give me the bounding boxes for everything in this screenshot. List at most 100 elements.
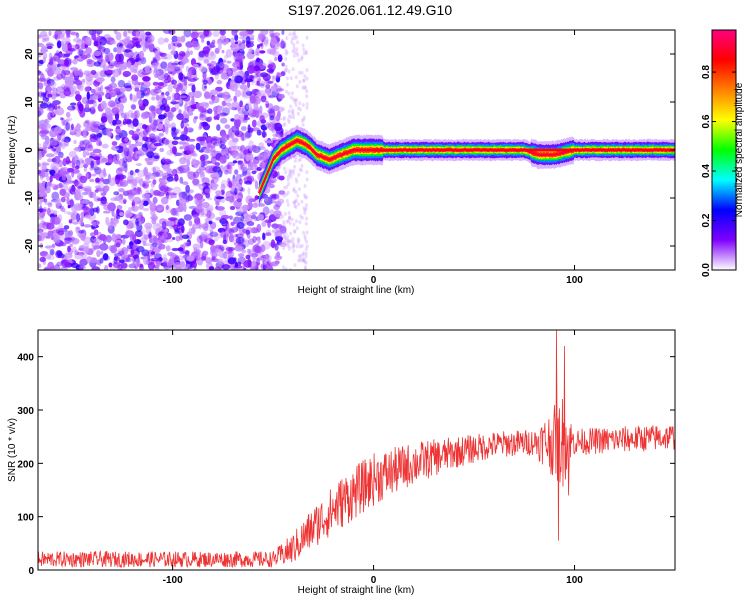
noise-cell	[303, 265, 307, 270]
noise-cell	[305, 239, 308, 244]
noise-cell	[296, 111, 300, 116]
noise-cell	[292, 46, 296, 51]
noise-cell	[223, 251, 228, 260]
noise-cell	[46, 42, 53, 46]
noise-cell	[92, 207, 99, 213]
noise-cell	[234, 130, 244, 138]
noise-cell	[214, 266, 222, 270]
noise-cell	[291, 67, 295, 72]
noise-cell	[167, 251, 174, 257]
noise-cell	[175, 87, 180, 94]
noise-cell	[186, 263, 191, 268]
noise-cell	[56, 73, 64, 80]
noise-cell	[77, 101, 82, 109]
noise-cell	[108, 262, 113, 268]
noise-cell	[85, 102, 90, 111]
snr-x-tick-label: 0	[371, 575, 377, 586]
noise-cell	[267, 109, 275, 114]
noise-cell	[303, 74, 307, 79]
noise-cell	[248, 213, 255, 218]
noise-cell	[151, 217, 157, 225]
noise-cell	[187, 78, 197, 82]
snr-y-tick-label: 100	[17, 513, 34, 524]
noise-cell	[293, 33, 297, 38]
noise-cell	[73, 203, 83, 211]
noise-cell	[292, 115, 296, 120]
noise-cell	[288, 215, 292, 220]
noise-cell	[95, 30, 103, 35]
noise-cell	[293, 229, 297, 234]
noise-cell	[47, 90, 52, 94]
noise-cell	[171, 140, 179, 146]
noise-cell	[129, 188, 139, 196]
noise-cell	[90, 109, 96, 114]
noise-cell	[256, 223, 262, 233]
noise-cell	[202, 186, 210, 195]
noise-cell	[136, 239, 141, 244]
noise-cell	[156, 71, 165, 81]
noise-cell	[184, 266, 189, 270]
noise-cell	[49, 248, 55, 256]
noise-cell	[192, 178, 200, 186]
noise-cell	[126, 120, 132, 125]
noise-cell	[65, 76, 74, 86]
noise-cell	[53, 236, 61, 244]
noise-cell	[84, 36, 92, 45]
noise-cell	[115, 145, 124, 149]
noise-cell	[53, 53, 61, 62]
noise-cell	[269, 33, 277, 38]
noise-cell	[111, 107, 120, 114]
noise-cell	[38, 263, 42, 269]
noise-cell	[291, 171, 295, 176]
noise-cell	[141, 36, 146, 46]
noise-cell	[110, 76, 116, 83]
noise-cell	[294, 219, 298, 224]
noise-cell	[81, 187, 87, 191]
noise-cell	[127, 30, 132, 34]
noise-cell	[76, 39, 83, 48]
noise-cell	[283, 122, 287, 127]
noise-cell	[284, 267, 288, 270]
noise-cell	[145, 31, 152, 36]
noise-cell	[175, 261, 181, 266]
noise-cell	[199, 240, 204, 249]
noise-cell	[277, 198, 285, 204]
noise-cell	[277, 93, 285, 100]
noise-cell	[65, 156, 71, 165]
noise-cell	[138, 203, 144, 210]
noise-cell	[231, 126, 236, 131]
noise-cell	[93, 92, 100, 96]
noise-cell	[42, 222, 51, 226]
noise-cell	[133, 69, 138, 74]
noise-cell	[204, 188, 212, 194]
noise-cell	[248, 238, 255, 246]
noise-cell	[262, 258, 267, 266]
noise-cell	[73, 140, 77, 144]
noise-cell	[247, 161, 256, 167]
noise-cell	[295, 51, 299, 56]
noise-cell	[106, 73, 112, 78]
noise-cell	[272, 133, 279, 137]
noise-cell	[64, 237, 73, 241]
noise-cell	[220, 246, 225, 252]
noise-cell	[46, 107, 54, 112]
noise-cell	[160, 104, 166, 111]
noise-cell	[247, 187, 251, 195]
noise-cell	[118, 259, 125, 264]
noise-cell	[63, 252, 73, 259]
noise-cell	[129, 93, 133, 101]
noise-cell	[257, 35, 263, 43]
noise-cell	[130, 249, 135, 255]
noise-cell	[230, 43, 240, 52]
noise-cell	[303, 236, 307, 241]
noise-cell	[265, 100, 269, 105]
noise-cell	[212, 30, 220, 38]
noise-cell	[230, 221, 235, 226]
noise-cell	[290, 127, 294, 132]
noise-cell	[208, 220, 213, 225]
noise-cell	[107, 202, 116, 212]
noise-cell	[261, 130, 266, 138]
noise-cell	[38, 151, 43, 161]
noise-cell	[128, 51, 134, 56]
noise-cell	[96, 88, 100, 95]
